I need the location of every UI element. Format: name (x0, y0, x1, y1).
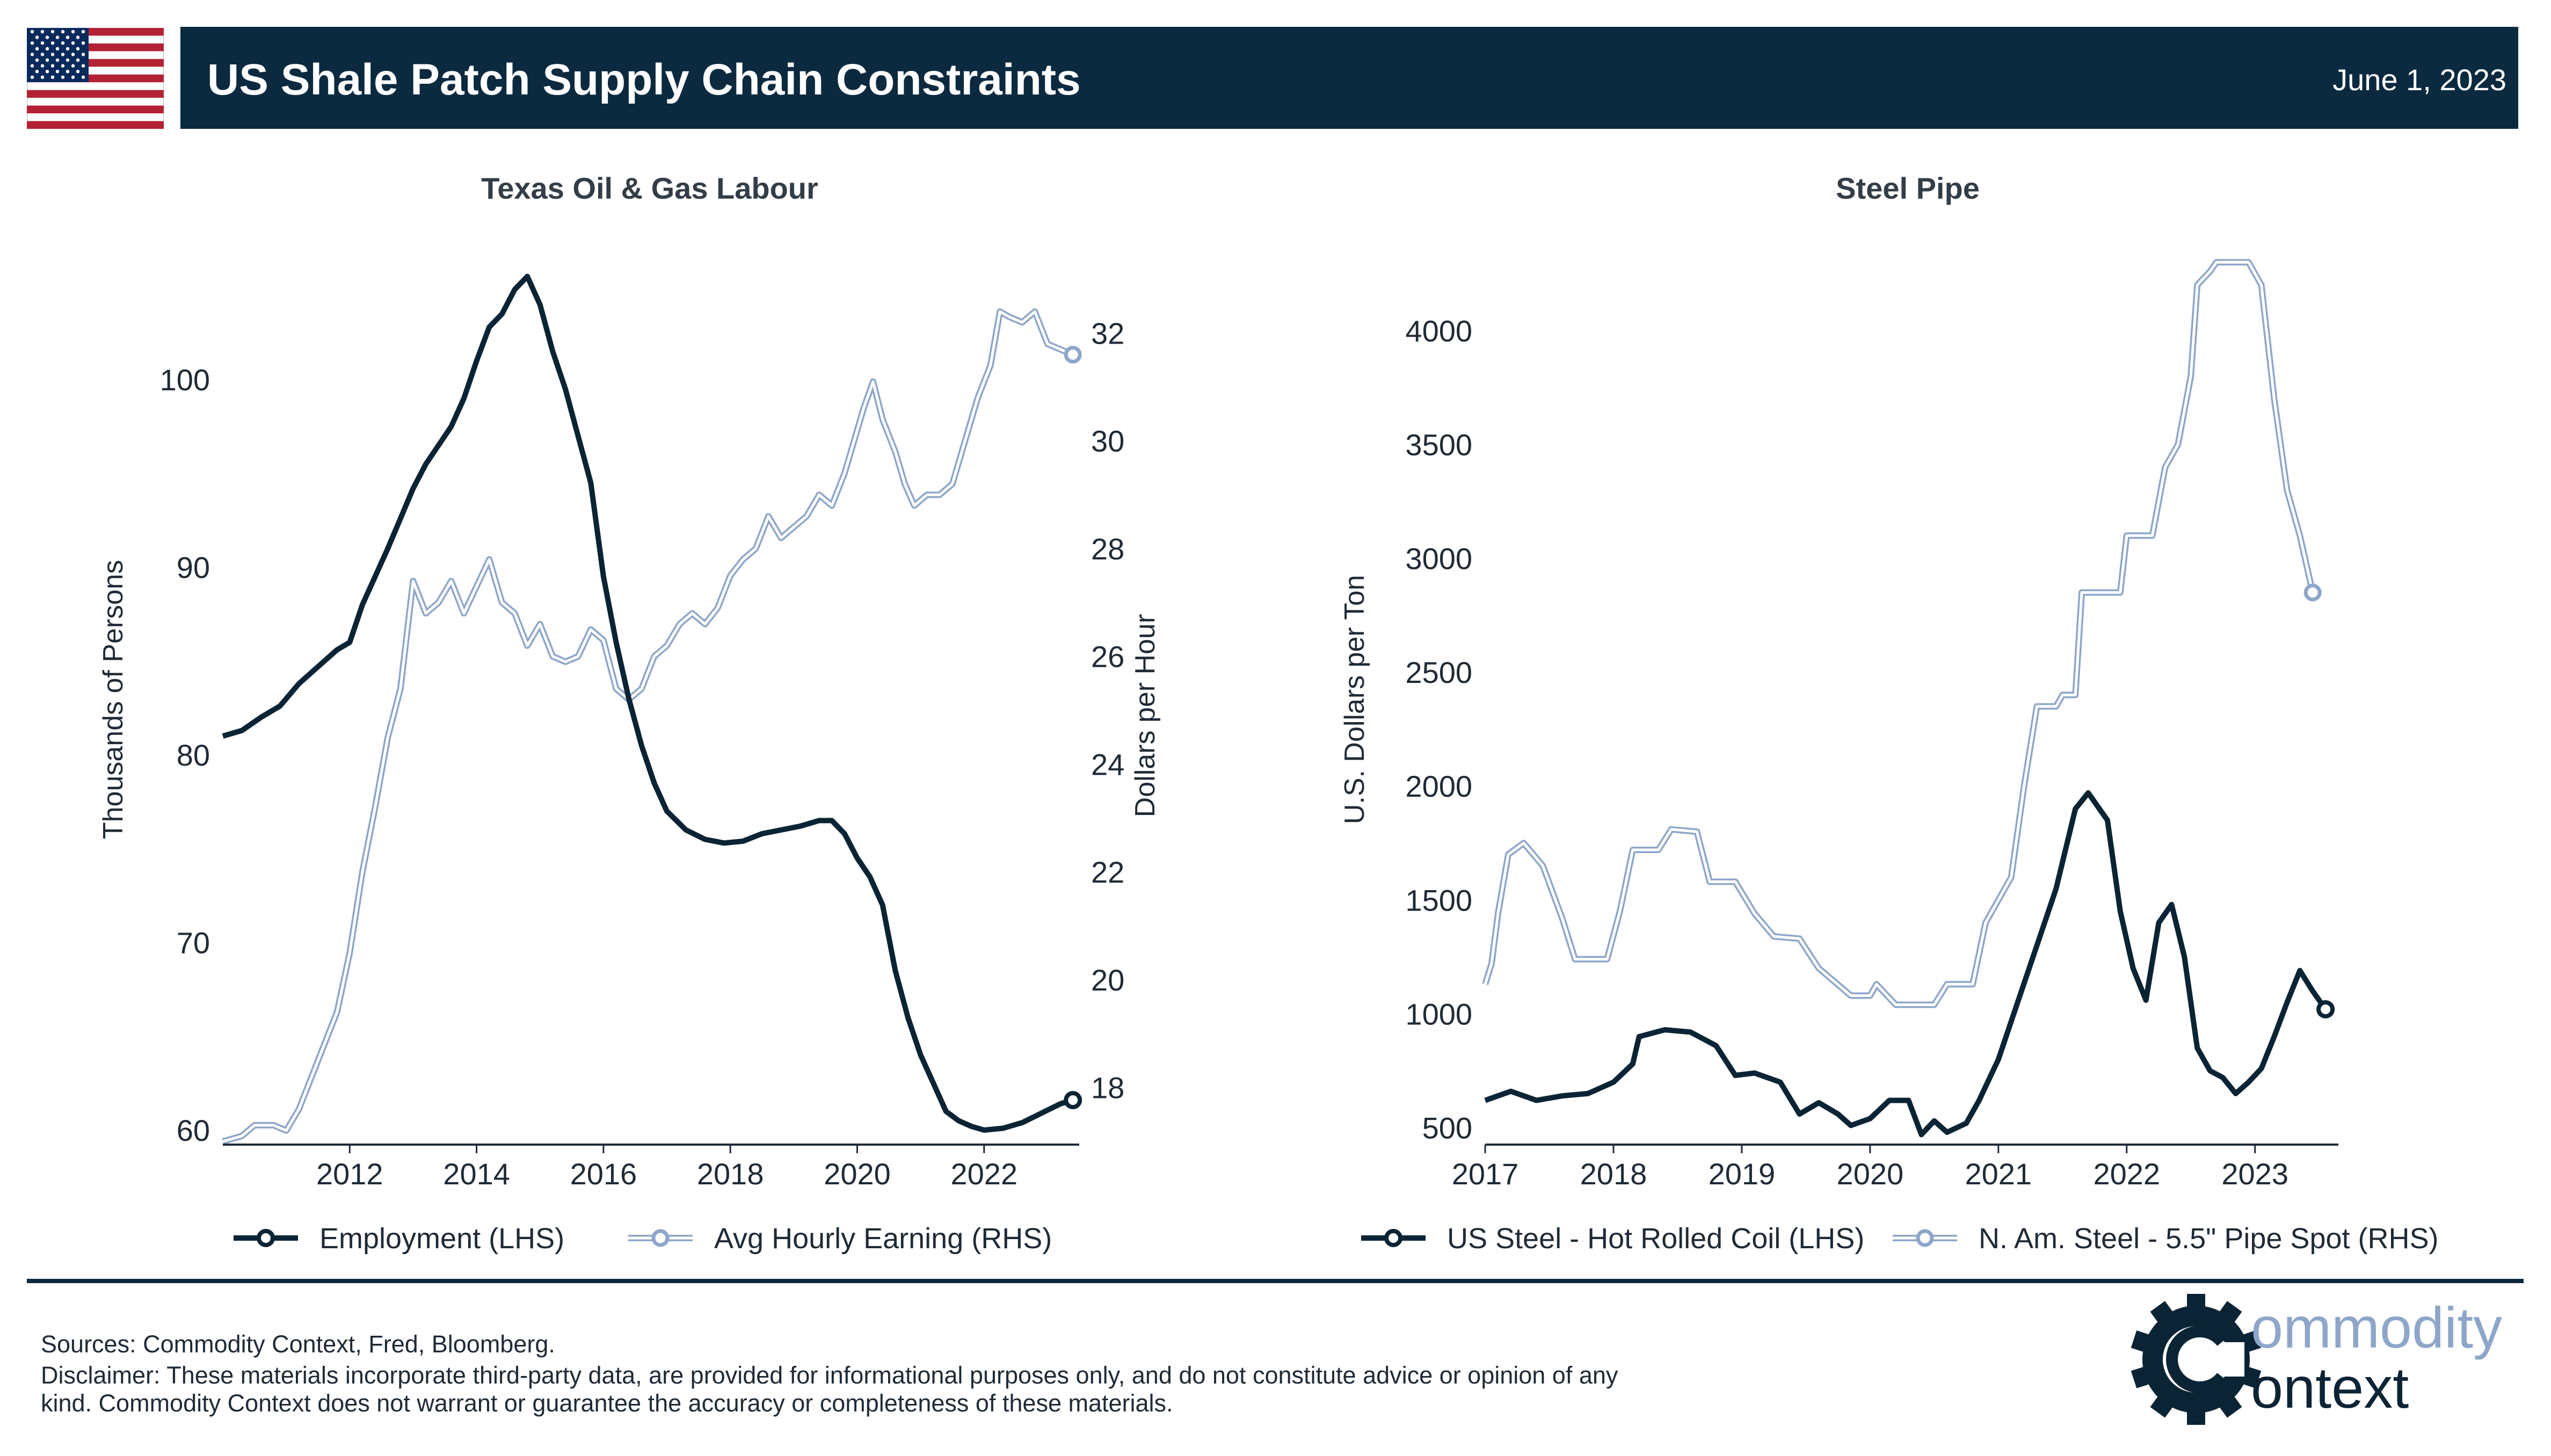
y-right-tick-label-4: 26 (1091, 640, 1124, 674)
chart-texas-labour: 2012 2014 2016 2018 2020 202260708090100Thous… (98, 273, 1161, 1255)
y-left-tick-label-6: 3500 (1405, 428, 1472, 462)
gear-c-logo-icon (2131, 1294, 2262, 1425)
chart-steel-pipe: 2017 2018 2019 2020 2021 2022 2023 500 1000 1500 2… (1339, 259, 2439, 1255)
x-tick-label-1: 2014 (443, 1157, 510, 1191)
legend-marker-1 (651, 1229, 670, 1247)
legend-label-1: N. Am. Steel - 5.5" Pipe Spot (RHS) (1979, 1222, 2439, 1255)
y-right-tick-label-2: 22 (1091, 855, 1124, 889)
y-left-axis-label: Thousands of Persons (98, 560, 129, 839)
x-tick-label-0: 2017 (1452, 1157, 1519, 1191)
legend-marker-0 (1384, 1229, 1402, 1247)
y-right-tick-label-1: 20 (1091, 963, 1124, 997)
legend-marker-1 (1916, 1229, 1934, 1247)
y-right-axis-label: Dollars per Hour (1130, 614, 1161, 818)
y-left-tick-label-5: 3000 (1405, 542, 1472, 576)
y-left-tick-label-0: 500 (1422, 1111, 1472, 1145)
y-right-tick-label-0: 18 (1091, 1071, 1124, 1105)
x-tick-label-5: 2022 (950, 1157, 1018, 1191)
series-end-marker-1 (1064, 346, 1082, 364)
y-right-tick-label-5: 28 (1091, 532, 1124, 566)
page-title: US Shale Patch Supply Chain Constraints (207, 55, 1081, 104)
legend-marker-0 (257, 1229, 275, 1247)
logo-text-line2: ontext (2251, 1355, 2409, 1420)
chart-title-steel-pipe: Steel Pipe (1836, 171, 1980, 205)
y-left-tick-label-1: 70 (177, 926, 210, 960)
y-left-tick-label-4: 100 (160, 363, 210, 397)
commodity-context-logo: ommodity ontext (2131, 1294, 2502, 1425)
footer-disclaimer: Disclaimer: These materials incorporate … (41, 1362, 1618, 1417)
y-left-tick-label-0: 60 (177, 1113, 210, 1147)
legend-label-0: Employment (LHS) (319, 1222, 564, 1255)
series-line-1 (1484, 261, 2314, 1006)
x-tick-label-3: 2018 (697, 1157, 764, 1191)
y-left-tick-label-4: 2500 (1405, 656, 1472, 689)
y-right-tick-label-6: 30 (1091, 424, 1124, 458)
y-left-tick-label-2: 80 (177, 738, 210, 772)
x-tick-label-4: 2021 (1965, 1157, 2032, 1191)
logo-text-line1: ommodity (2251, 1295, 2502, 1360)
x-tick-label-4: 2020 (824, 1157, 891, 1191)
legend-label-0: US Steel - Hot Rolled Coil (LHS) (1447, 1222, 1864, 1255)
x-tick-label-6: 2023 (2221, 1157, 2288, 1191)
series-line-outline-1 (1482, 259, 2316, 1008)
y-left-tick-label-1: 1000 (1405, 997, 1472, 1031)
us-flag-icon (27, 28, 164, 129)
header-date: June 1, 2023 (2332, 63, 2506, 97)
y-left-tick-label-2: 1500 (1405, 883, 1472, 917)
header-bar: US Shale Patch Supply Chain Constraints … (180, 27, 2518, 129)
x-tick-label-2: 2016 (570, 1157, 637, 1191)
x-tick-label-0: 2012 (316, 1157, 383, 1191)
series-line-0 (222, 273, 1074, 1133)
y-right-tick-label-3: 24 (1091, 747, 1124, 781)
x-tick-label-3: 2020 (1837, 1157, 1904, 1191)
y-right-tick-label-7: 32 (1091, 317, 1124, 351)
footer-divider (27, 1279, 2524, 1283)
legend-label-1: Avg Hourly Earning (RHS) (714, 1222, 1052, 1255)
series-end-marker-1 (2303, 584, 2322, 602)
series-end-marker-0 (2316, 1000, 2335, 1018)
y-left-tick-label-3: 2000 (1405, 769, 1472, 803)
y-left-axis-label: U.S. Dollars per Ton (1339, 575, 1370, 824)
x-tick-label-2: 2019 (1709, 1157, 1776, 1191)
chart-title-texas-labour: Texas Oil & Gas Labour (481, 171, 818, 205)
series-line-1 (222, 310, 1074, 1143)
y-left-tick-label-3: 90 (177, 551, 210, 585)
x-tick-label-5: 2022 (2093, 1157, 2160, 1191)
series-line-0 (1484, 790, 2328, 1138)
footer-sources: Sources: Commodity Context, Fred, Bloomb… (41, 1330, 555, 1358)
y-left-tick-label-7: 4000 (1405, 314, 1472, 348)
x-tick-label-1: 2018 (1580, 1157, 1647, 1191)
series-end-marker-0 (1064, 1091, 1082, 1110)
